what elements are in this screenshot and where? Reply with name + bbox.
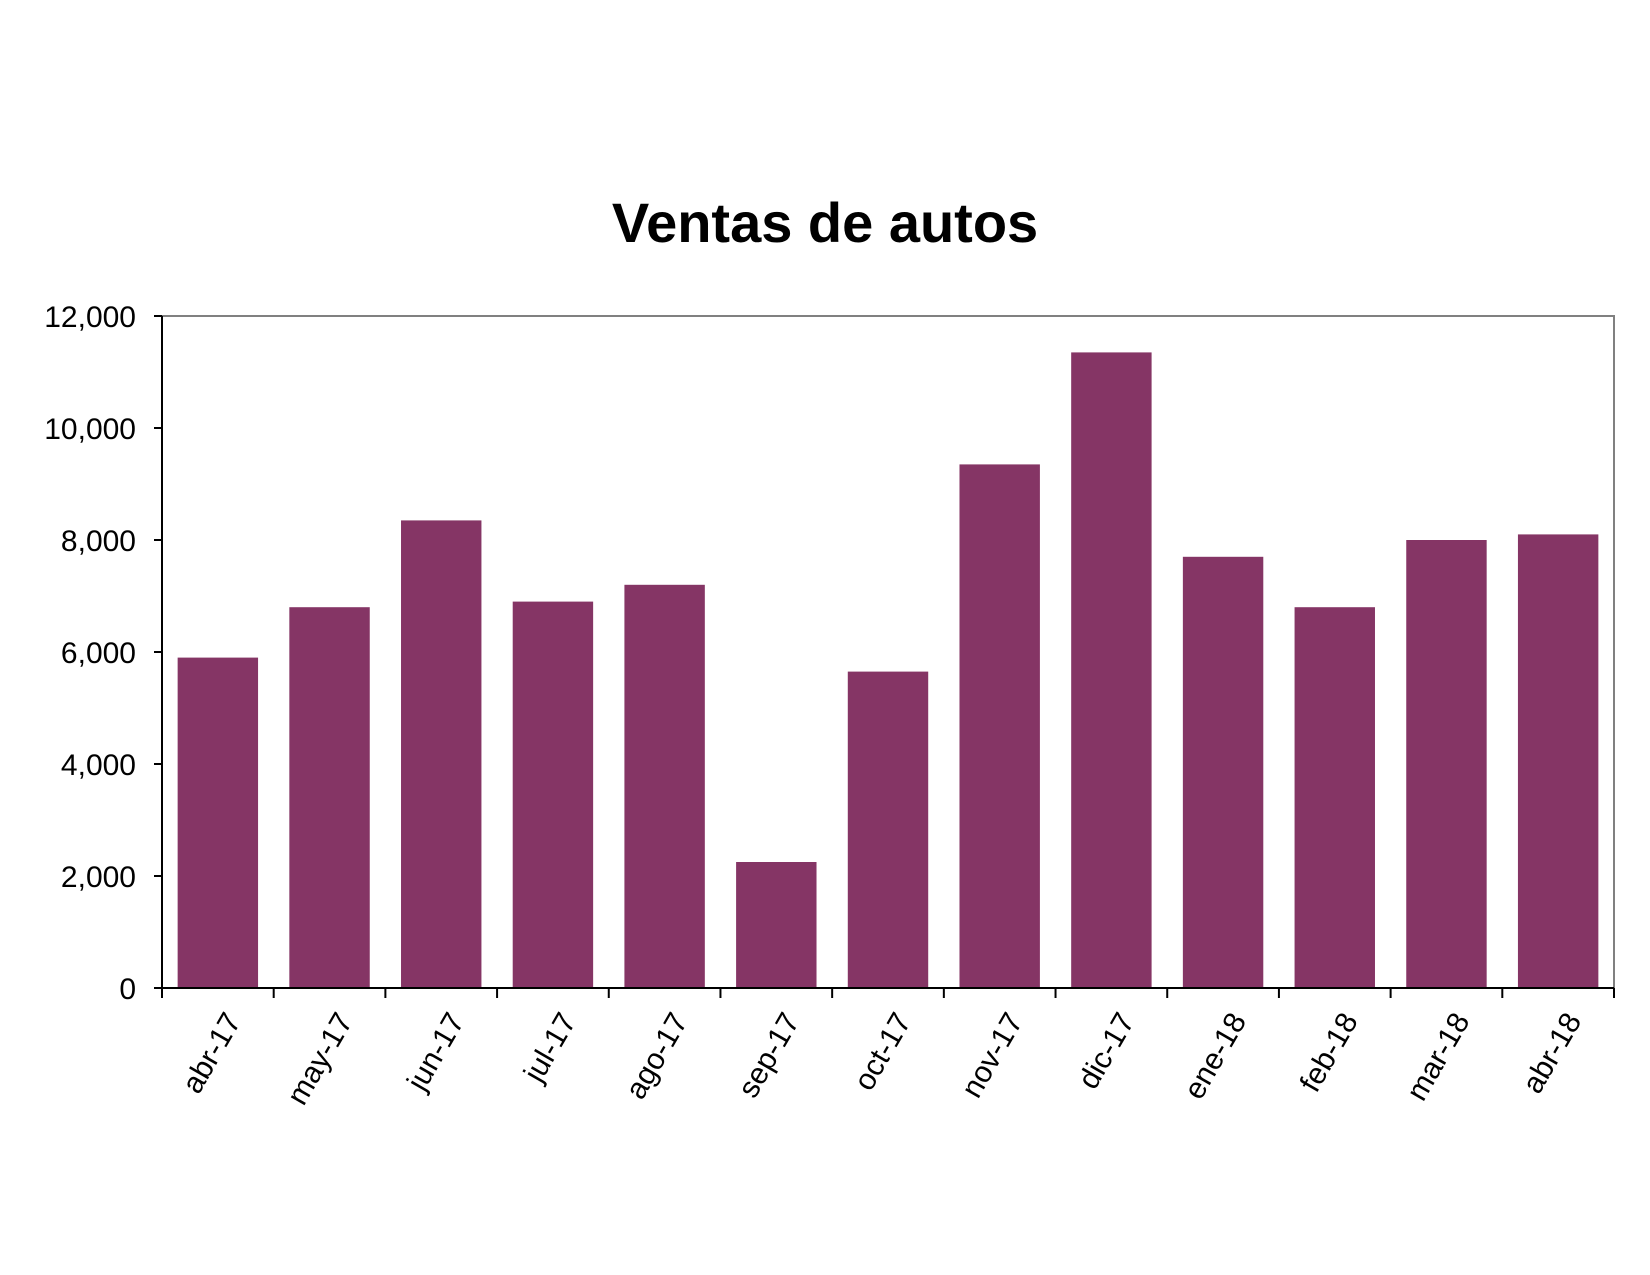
x-tick-label: dic-17 xyxy=(1072,1007,1141,1094)
x-tick-label: may-17 xyxy=(281,1007,360,1110)
bar-dic-17 xyxy=(1071,352,1152,988)
bar-ago-17 xyxy=(624,584,705,988)
x-tick-label: ago-17 xyxy=(619,1007,694,1104)
y-tick-label: 4,000 xyxy=(61,749,136,782)
bar-may-17 xyxy=(289,607,370,988)
bar-feb-18 xyxy=(1294,607,1375,988)
x-tick-label: jun-17 xyxy=(401,1007,472,1097)
y-tick-label: 10,000 xyxy=(44,413,136,446)
chart-title: Ventas de autos xyxy=(611,191,1039,254)
bar-jul-17 xyxy=(512,601,594,988)
y-tick-label: 0 xyxy=(119,973,136,1006)
bar-ene-18 xyxy=(1182,556,1264,988)
bar-abr-18 xyxy=(1517,534,1599,988)
bar-mar-18 xyxy=(1406,540,1487,988)
bar-oct-17 xyxy=(847,671,929,988)
x-tick-label: oct-17 xyxy=(848,1007,918,1096)
y-tick-label: 2,000 xyxy=(61,861,136,894)
y-tick-label: 12,000 xyxy=(44,301,136,334)
bar-nov-17 xyxy=(959,464,1040,988)
x-tick-label: sep-17 xyxy=(732,1007,806,1103)
x-tick-label: feb-18 xyxy=(1294,1007,1365,1097)
bars-group xyxy=(177,352,1599,988)
x-axis: abr-17 may-17 jun-17 jul-17 ago-17 sep-17 oct-… xyxy=(161,987,1615,1111)
x-tick-label: abr-17 xyxy=(176,1007,248,1099)
y-axis: 0 2,000 4,000 6,000 8,000 10,000 12,000 xyxy=(44,301,163,1006)
y-tick-label: 6,000 xyxy=(61,637,136,670)
x-tick-label: ene-18 xyxy=(1178,1007,1253,1104)
bar-sep-17 xyxy=(736,862,817,988)
x-tick-label: nov-17 xyxy=(955,1007,1029,1103)
bar-jun-17 xyxy=(401,520,482,988)
y-tick-label: 8,000 xyxy=(61,525,136,558)
x-tick-label: abr-18 xyxy=(1516,1007,1588,1099)
x-tick-label: jul-17 xyxy=(517,1007,583,1088)
bar-abr-17 xyxy=(177,657,259,988)
x-tick-label: mar-18 xyxy=(1400,1007,1476,1106)
